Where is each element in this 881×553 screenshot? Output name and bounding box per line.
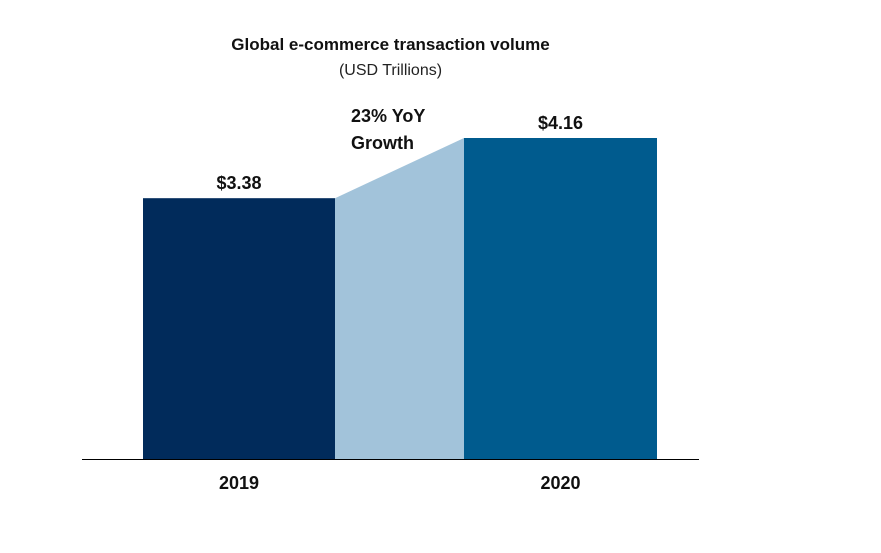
chart-subtitle: (USD Trillions) bbox=[338, 62, 443, 79]
growth-annotation-line1: 23% YoY bbox=[351, 106, 425, 126]
bar-2020 bbox=[464, 138, 657, 459]
growth-bridge bbox=[335, 138, 464, 459]
bar-2019 bbox=[143, 198, 335, 459]
tick-label-2020: 2020 bbox=[540, 473, 580, 493]
tick-label-2019: 2019 bbox=[219, 473, 259, 493]
data-label-2020: $4.16 bbox=[538, 113, 583, 133]
chart-title: Global e-commerce transaction volume bbox=[231, 35, 550, 54]
data-label-2019: $3.38 bbox=[216, 173, 261, 193]
growth-annotation-line2: Growth bbox=[351, 133, 414, 153]
